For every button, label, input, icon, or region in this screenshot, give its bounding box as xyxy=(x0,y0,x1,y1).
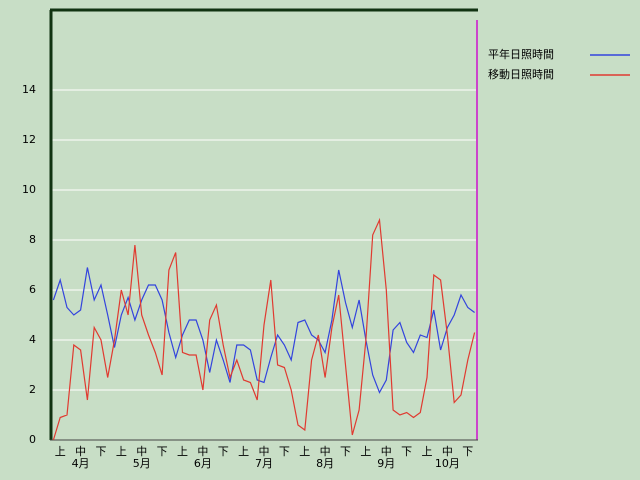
y-tick-label: 0 xyxy=(29,433,36,446)
month-label: 6月 xyxy=(194,457,212,470)
legend-label: 移動日照時間 xyxy=(488,67,554,81)
x-tick-label: 下 xyxy=(218,445,229,458)
x-tick-label: 上 xyxy=(299,445,310,458)
y-tick-label: 14 xyxy=(22,83,36,96)
x-tick-label: 下 xyxy=(157,445,168,458)
x-tick-label: 中 xyxy=(136,445,147,458)
x-tick-label: 中 xyxy=(197,445,208,458)
x-tick-label: 上 xyxy=(422,445,433,458)
month-label: 4月 xyxy=(72,457,90,470)
x-tick-label: 上 xyxy=(360,445,371,458)
x-tick-label: 上 xyxy=(238,445,249,458)
month-label: 8月 xyxy=(316,457,334,470)
x-tick-label: 下 xyxy=(340,445,351,458)
x-tick-label: 上 xyxy=(55,445,66,458)
series-line xyxy=(52,217,476,441)
x-tick-label: 下 xyxy=(279,445,290,458)
y-tick-label: 12 xyxy=(22,133,36,146)
x-tick-label: 上 xyxy=(116,445,127,458)
month-label: 5月 xyxy=(133,457,151,470)
y-tick-label: 2 xyxy=(29,383,36,396)
x-tick-label: 下 xyxy=(462,445,473,458)
x-tick-label: 中 xyxy=(259,445,270,458)
y-tick-label: 6 xyxy=(29,283,36,296)
x-tick-label: 中 xyxy=(442,445,453,458)
month-label: 9月 xyxy=(377,457,395,470)
x-tick-label: 下 xyxy=(95,445,106,458)
x-tick-label: 中 xyxy=(381,445,392,458)
x-tick-label: 下 xyxy=(401,445,412,458)
month-label: 7月 xyxy=(255,457,273,470)
y-tick-label: 8 xyxy=(29,233,36,246)
y-tick-label: 4 xyxy=(29,333,36,346)
legend-label: 平年日照時間 xyxy=(488,47,554,61)
x-tick-label: 中 xyxy=(75,445,86,458)
x-tick-label: 上 xyxy=(177,445,188,458)
series-line xyxy=(52,267,475,394)
month-label: 10月 xyxy=(435,457,460,470)
y-tick-label: 10 xyxy=(22,183,36,196)
x-tick-label: 中 xyxy=(320,445,331,458)
